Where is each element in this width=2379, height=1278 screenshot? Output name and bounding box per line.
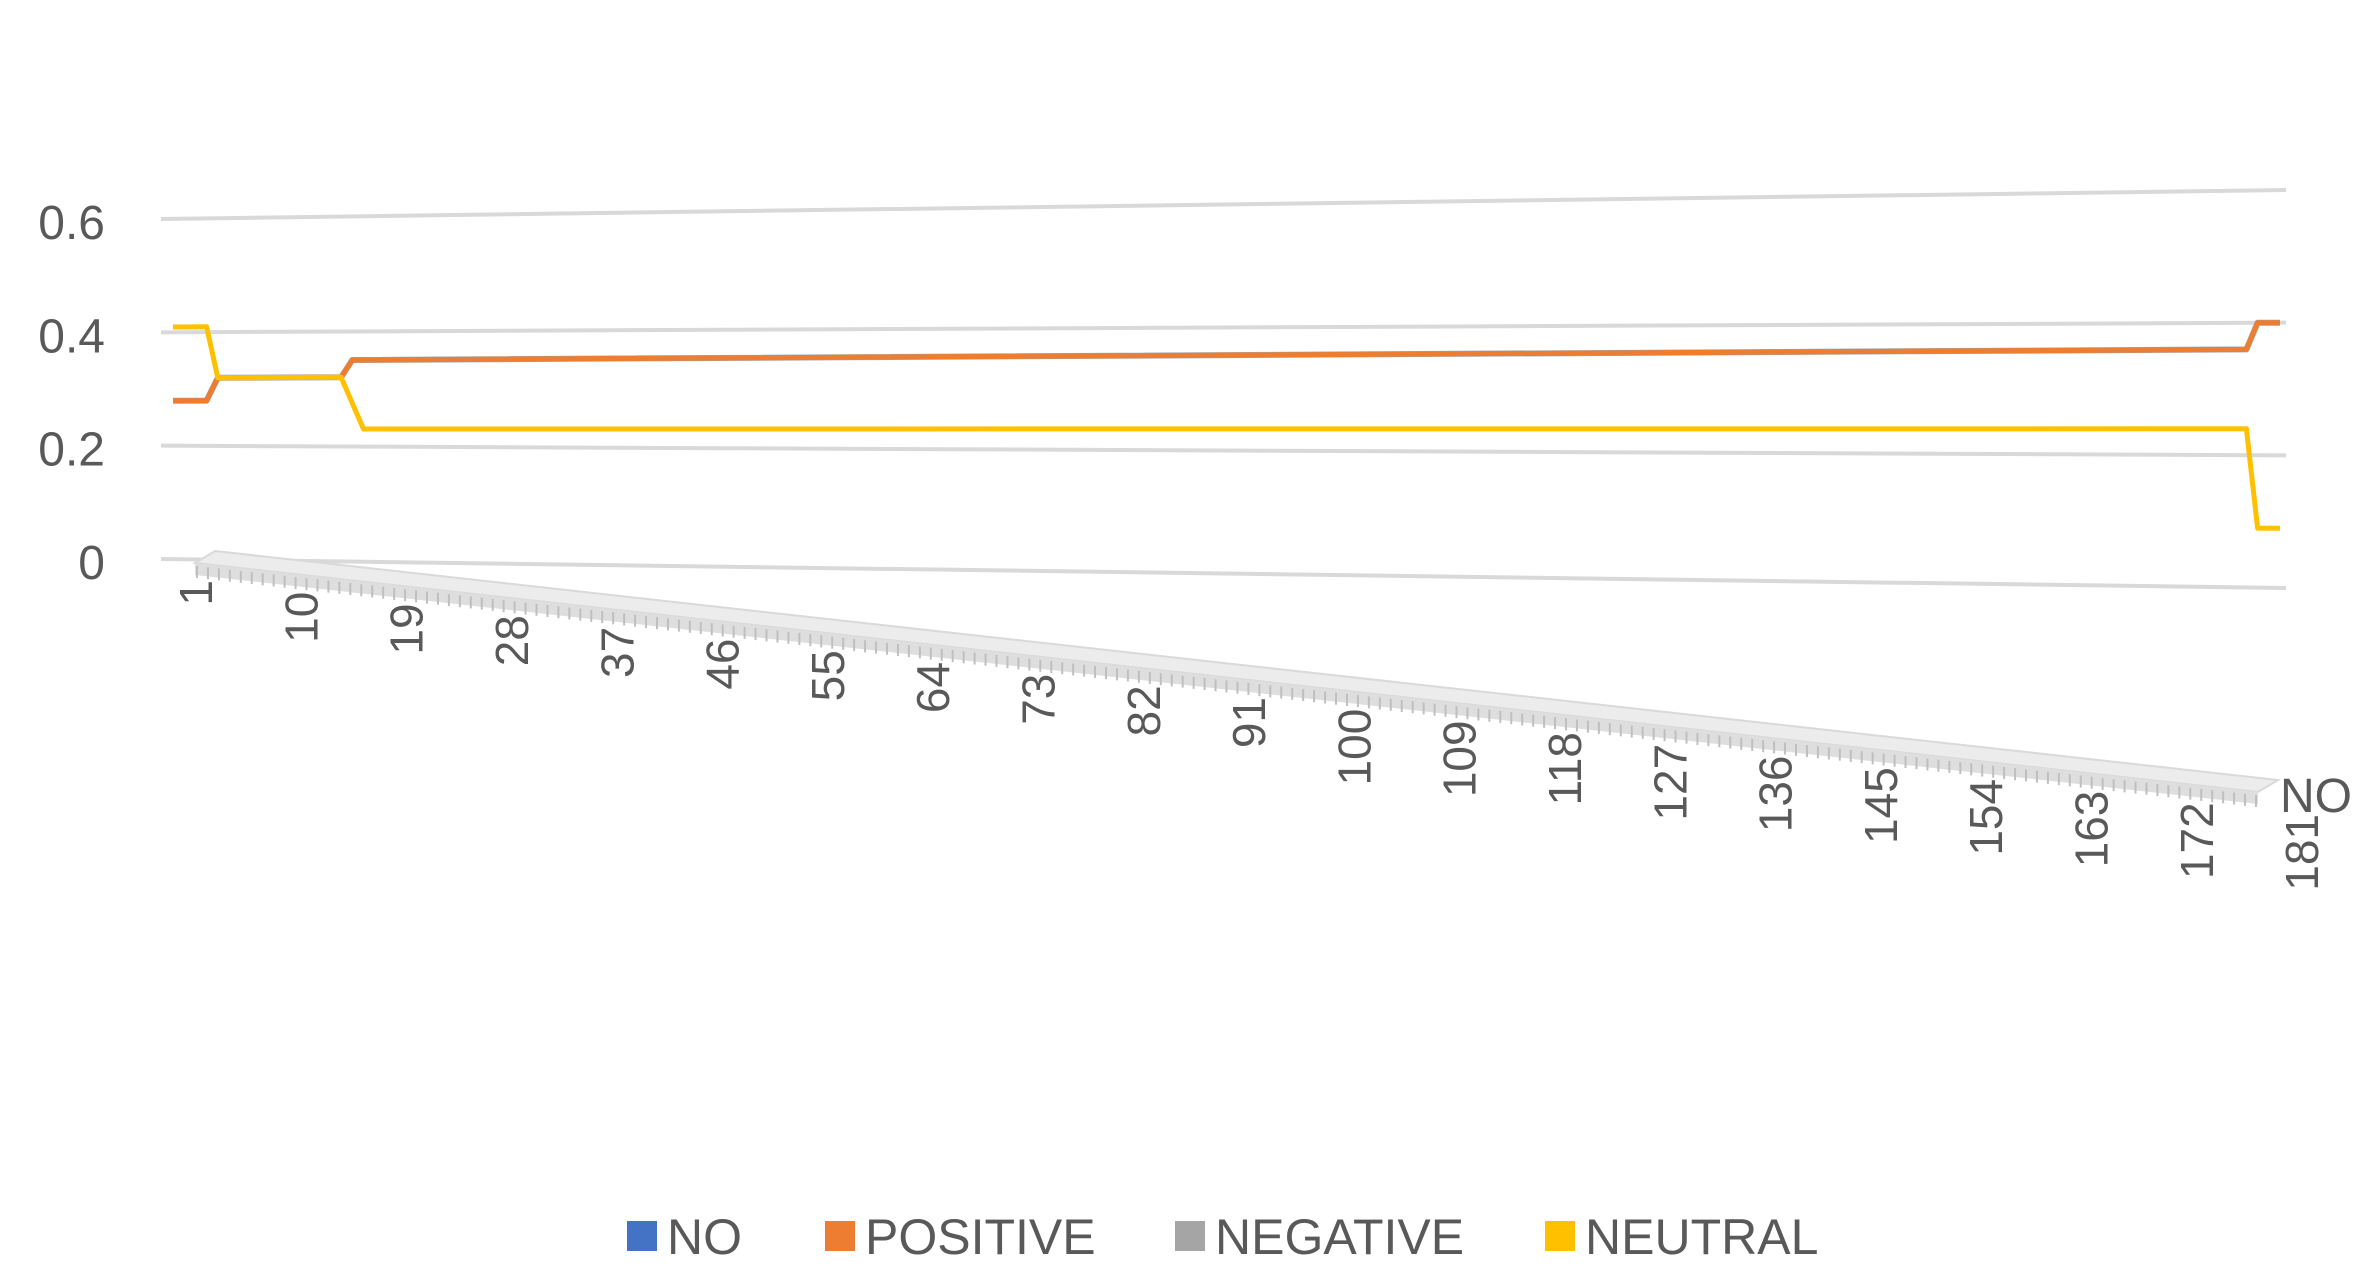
floor-band: [191, 549, 2282, 794]
legend-label-positive: POSITIVE: [865, 1209, 1096, 1265]
legend-label-neutral: NEUTRAL: [1585, 1209, 1818, 1265]
legend-label-no: NO: [667, 1209, 742, 1265]
y-tick-label: 0.6: [38, 197, 105, 250]
x-axis-floor: [191, 549, 2282, 807]
legend-swatch-negative: [1175, 1221, 1205, 1251]
series-line-neutral: [172, 324, 2281, 531]
x-tick-label: 100: [1328, 709, 1380, 786]
x-tick-label: 118: [1539, 732, 1591, 805]
x-axis-tick-labels: 1 10 19 28 37 46 55 64 73 82 91 100 109 118 127 136 145 1…: [170, 580, 2328, 891]
x-tick-label: 64: [907, 662, 959, 713]
x-tick-label: 109: [1434, 720, 1486, 797]
x-tick-label: 154: [1960, 779, 2012, 856]
x-tick-label: 1: [170, 580, 222, 606]
x-tick-label: 172: [2171, 802, 2223, 879]
x-tick-label: 136: [1750, 756, 1802, 833]
y-tick-label: 0.2: [38, 424, 105, 477]
gridlines: [160, 188, 2287, 590]
x-tick-label: 73: [1013, 674, 1065, 725]
legend-swatch-neutral: [1545, 1221, 1575, 1251]
series-line-positive: [172, 320, 2281, 404]
y-tick-label: 0.4: [38, 310, 105, 363]
y-tick-label: 0: [78, 537, 105, 590]
x-tick-label: 145: [1855, 767, 1907, 844]
x-tick-label: 91: [1223, 697, 1275, 748]
legend: NO POSITIVE NEGATIVE NEUTRAL: [627, 1209, 1818, 1265]
y-axis-tick-labels: 0 0.2 0.4 0.6: [38, 197, 105, 590]
x-tick-label: 46: [697, 639, 749, 690]
x-tick-label: 28: [486, 615, 538, 666]
x-tick-label: 163: [2066, 791, 2118, 868]
legend-label-negative: NEGATIVE: [1215, 1209, 1464, 1265]
x-tick-label: 127: [1644, 744, 1696, 821]
legend-swatch-positive: [825, 1221, 855, 1251]
x-tick-label: 10: [275, 592, 327, 643]
series-lines: [172, 319, 2281, 531]
x-tick-label: 82: [1118, 685, 1170, 736]
gridline: [160, 443, 2287, 458]
legend-swatch-no: [627, 1221, 657, 1251]
x-tick-label: 37: [591, 627, 643, 678]
gridline: [160, 557, 2287, 590]
x-tick-label: 181: [2276, 814, 2328, 891]
x-tick-label: 19: [381, 603, 433, 654]
gridline: [160, 188, 2287, 221]
gridline: [160, 320, 2287, 335]
depth-axis-label: NO: [2280, 770, 2352, 823]
x-tick-label: 55: [802, 650, 854, 701]
